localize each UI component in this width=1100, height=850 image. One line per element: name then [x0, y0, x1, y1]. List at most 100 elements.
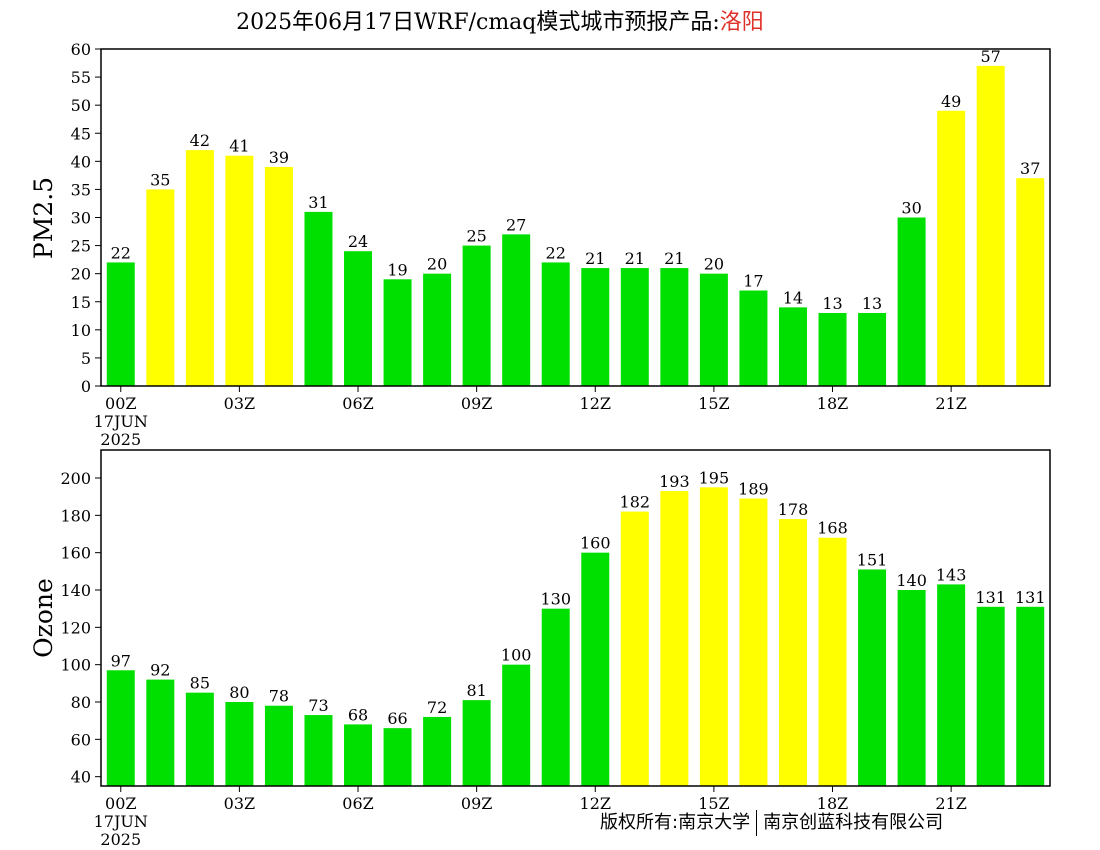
bar [462, 245, 491, 386]
bar-value-label: 21 [664, 249, 684, 268]
y-tick-label: 20 [71, 265, 91, 284]
title-city: 洛阳 [719, 10, 764, 35]
bar [146, 679, 175, 786]
bar [106, 670, 135, 786]
bar [304, 715, 333, 786]
bar [660, 268, 689, 386]
x-date-label: 2025 [100, 830, 141, 849]
x-tick-label: 15Z [698, 794, 729, 813]
x-tick-label: 18Z [817, 794, 848, 813]
x-tick-label: 03Z [224, 794, 255, 813]
bar [423, 716, 452, 786]
bar-value-label: 151 [857, 550, 888, 569]
x-tick-label: 15Z [698, 394, 729, 413]
bar [818, 537, 847, 786]
title-prefix: 2025年06月17日WRF/cmaq模式城市预报产品: [236, 10, 720, 35]
copyright-footer: 版权所有:南京大学 南京创蓝科技有限公司 [600, 808, 943, 836]
bar [462, 700, 491, 786]
y-tick-label: 60 [71, 730, 91, 749]
bar-value-label: 80 [229, 683, 249, 702]
bar [304, 211, 333, 386]
y-tick-label: 5 [81, 349, 91, 368]
y-tick-label: 30 [71, 209, 91, 228]
bar-value-label: 189 [738, 480, 769, 499]
x-tick-label: 00Z [105, 394, 136, 413]
bar-value-label: 193 [659, 472, 690, 491]
bar [383, 728, 412, 786]
y-axis-label: Ozone [29, 578, 58, 658]
y-tick-label: 45 [71, 124, 91, 143]
bar [423, 273, 452, 386]
bar [264, 705, 293, 786]
bar [778, 307, 807, 386]
bar-value-label: 78 [269, 687, 289, 706]
bar [778, 519, 807, 786]
bar [660, 491, 689, 786]
bar [620, 268, 649, 386]
bar-value-label: 160 [580, 534, 611, 553]
bar [541, 608, 570, 786]
bar-value-label: 168 [817, 519, 848, 538]
y-tick-label: 140 [60, 581, 91, 600]
bar-value-label: 57 [981, 47, 1001, 66]
bar-value-label: 85 [190, 674, 210, 693]
y-tick-label: 35 [71, 180, 91, 199]
x-date-label: 17JUN [94, 412, 148, 431]
y-tick-label: 60 [71, 40, 91, 59]
bar [1016, 606, 1045, 786]
bar [146, 189, 175, 386]
y-tick-label: 180 [60, 506, 91, 525]
bar [185, 692, 214, 786]
bar [502, 664, 531, 786]
bar-value-label: 66 [387, 709, 407, 728]
bar-value-label: 19 [387, 260, 407, 279]
bar [620, 511, 649, 786]
y-tick-label: 160 [60, 544, 91, 563]
bar [541, 262, 570, 386]
chart-title: 2025年06月17日WRF/cmaq模式城市预报产品:洛阳 [0, 4, 1000, 36]
bar-value-label: 17 [743, 272, 763, 291]
bar [502, 234, 531, 386]
bar [897, 590, 926, 786]
x-tick-label: 12Z [580, 794, 611, 813]
bar-value-label: 35 [150, 170, 170, 189]
y-tick-label: 15 [71, 293, 91, 312]
y-axis-label: PM2.5 [29, 177, 58, 259]
bar-value-label: 14 [783, 288, 803, 307]
x-date-label: 17JUN [94, 812, 148, 831]
bar-value-label: 22 [111, 243, 131, 262]
y-tick-label: 100 [60, 656, 91, 675]
x-date-label: 2025 [100, 430, 141, 449]
bar-value-label: 178 [778, 500, 809, 519]
bar-value-label: 143 [936, 565, 967, 584]
bar-value-label: 140 [896, 571, 927, 590]
bar [937, 584, 966, 786]
y-tick-label: 40 [71, 768, 91, 787]
bar-value-label: 25 [466, 227, 486, 246]
bar-value-label: 13 [822, 294, 842, 313]
x-tick-label: 18Z [817, 394, 848, 413]
bar-value-label: 41 [229, 137, 249, 156]
bar-value-label: 195 [699, 468, 730, 487]
bar [699, 487, 728, 786]
bar [225, 702, 254, 786]
bar-value-label: 31 [308, 193, 328, 212]
bar-value-label: 72 [427, 698, 447, 717]
bar-value-label: 39 [269, 148, 289, 167]
bar-value-label: 92 [150, 661, 170, 680]
x-tick-label: 09Z [461, 394, 492, 413]
y-tick-label: 200 [60, 469, 91, 488]
bar-value-label: 27 [506, 215, 526, 234]
plot-frame [100, 449, 1051, 787]
bar-value-label: 100 [501, 646, 532, 665]
y-tick-label: 80 [71, 693, 91, 712]
y-tick-label: 40 [71, 152, 91, 171]
ozone-panel: 97 92 85 80 78 73 68 66 72 81 100 130 160 182 193 195 18… [29, 449, 1051, 849]
bar [739, 290, 768, 386]
y-tick-label: 120 [60, 618, 91, 637]
bar-value-label: 131 [1015, 588, 1046, 607]
bar-value-label: 131 [975, 588, 1006, 607]
bar [858, 569, 887, 786]
bar [383, 279, 412, 386]
bar-value-label: 13 [862, 294, 882, 313]
